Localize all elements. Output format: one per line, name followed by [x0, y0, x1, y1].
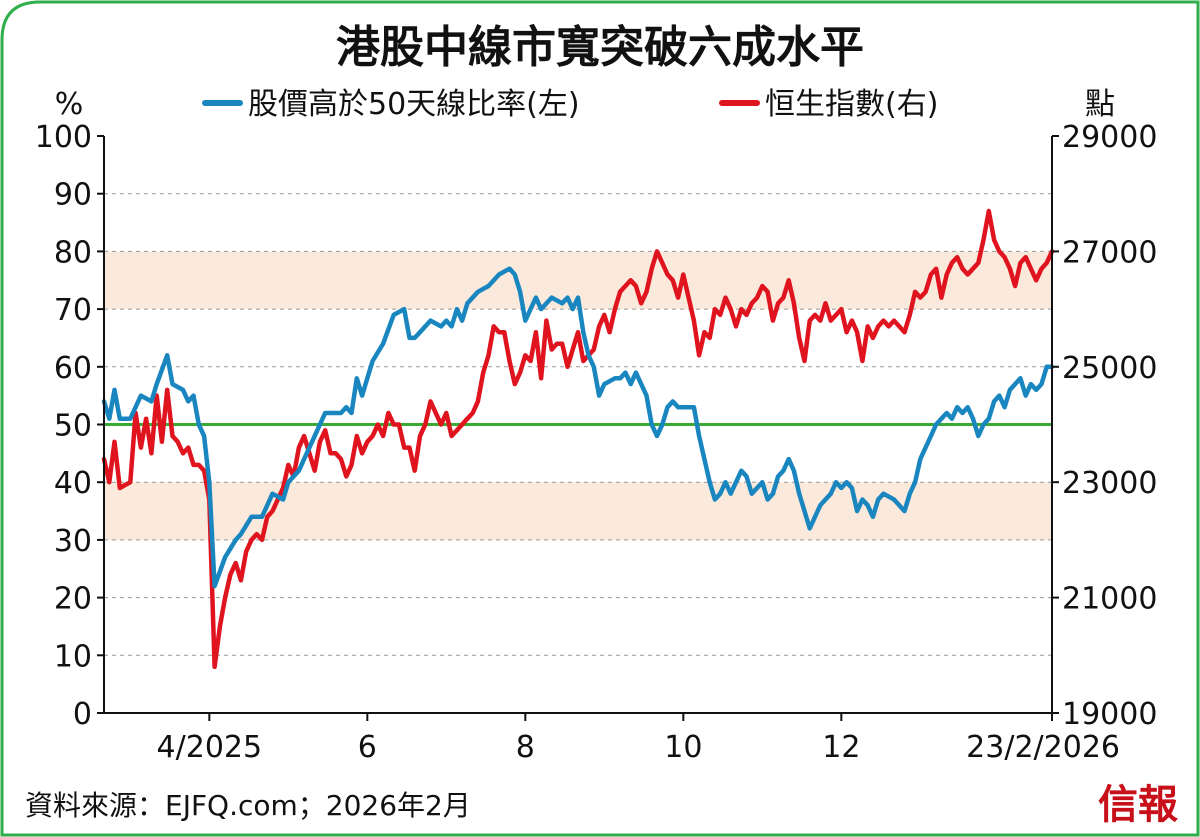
y-axis-unit-left: % [55, 87, 84, 122]
x-axis-ticks: 4/2025 6 8 10 12 23/2/2026 [157, 713, 1120, 765]
y-left-tick-label-2: 20 [54, 582, 92, 617]
y-left-tick-label-9: 90 [54, 178, 92, 213]
y-axis-right-ticks: 19000 21000 23000 25000 27000 29000 [1052, 120, 1157, 732]
y-left-tick-label-10: 100 [35, 120, 92, 155]
y-left-tick-label-3: 30 [54, 524, 92, 559]
x-tick-label-2: 8 [516, 730, 535, 765]
y-axis-left-ticks: 0 10 20 30 40 50 60 70 80 90 100 [35, 120, 104, 732]
y-left-tick-label-7: 70 [54, 293, 92, 328]
publisher-logo: 信報 [1098, 782, 1178, 828]
y-left-tick-label-4: 40 [54, 466, 92, 501]
y-left-tick-label-0: 0 [73, 697, 92, 732]
legend-label-hsi: 恒生指數(右) [765, 87, 938, 122]
series-line-breadth [101, 266, 1055, 589]
legend-label-breadth: 股價高於50天線比率(左) [248, 87, 580, 122]
shaded-bands [104, 251, 1052, 540]
chart-title: 港股中線市寬突破六成水平 [336, 22, 864, 73]
y-right-tick-label-5: 29000 [1062, 120, 1157, 155]
x-tick-label-1: 6 [358, 730, 377, 765]
y-right-tick-label-4: 27000 [1062, 235, 1157, 270]
y-right-tick-label-1: 21000 [1062, 582, 1157, 617]
x-tick-label-0: 4/2025 [157, 730, 263, 765]
y-right-tick-label-3: 25000 [1062, 351, 1157, 386]
y-left-tick-label-8: 80 [54, 235, 92, 270]
x-tick-label-5: 23/2/2026 [966, 730, 1120, 765]
x-tick-label-3: 10 [664, 730, 702, 765]
y-left-tick-label-6: 60 [54, 351, 92, 386]
legend: 股價高於50天線比率(左) 恒生指數(右) [202, 87, 938, 122]
y-left-tick-label-1: 10 [54, 639, 92, 674]
y-left-tick-label-5: 50 [54, 409, 92, 444]
series-line-hsi [101, 208, 1055, 670]
y-axis-unit-right: 點 [1085, 87, 1115, 122]
series-lines [101, 208, 1055, 670]
y-right-tick-label-2: 23000 [1062, 466, 1157, 501]
y-right-tick-label-0: 19000 [1062, 697, 1157, 732]
source-note: 資料來源：EJFQ.com；2026年2月 [25, 789, 471, 822]
x-tick-label-4: 12 [822, 730, 860, 765]
